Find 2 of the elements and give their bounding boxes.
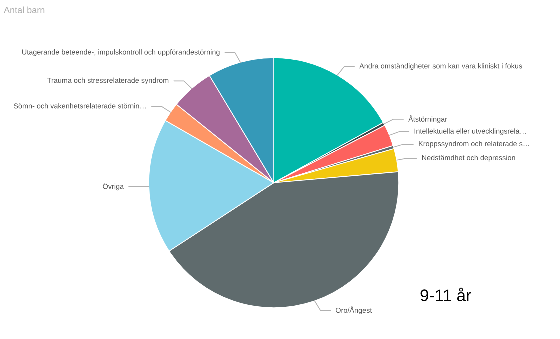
text: 9-11 år (420, 288, 472, 302)
chart-title: Antal barn (4, 6, 45, 14)
